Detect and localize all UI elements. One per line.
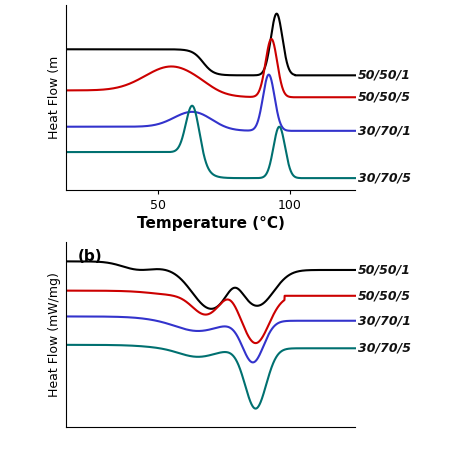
Text: 30/70/5: 30/70/5 bbox=[358, 342, 411, 355]
X-axis label: Temperature (°C): Temperature (°C) bbox=[137, 216, 285, 231]
Text: 50/50/1: 50/50/1 bbox=[358, 69, 411, 82]
Text: 50/50/5: 50/50/5 bbox=[358, 91, 411, 104]
Text: 30/70/1: 30/70/1 bbox=[358, 124, 411, 137]
Text: 50/50/5: 50/50/5 bbox=[358, 289, 411, 302]
Text: (b): (b) bbox=[78, 249, 102, 264]
Text: 30/70/5: 30/70/5 bbox=[358, 172, 411, 184]
Y-axis label: Heat Flow (mW/mg): Heat Flow (mW/mg) bbox=[48, 272, 61, 397]
Text: 30/70/1: 30/70/1 bbox=[358, 314, 411, 327]
Y-axis label: Heat Flow (m: Heat Flow (m bbox=[48, 55, 61, 139]
Text: 50/50/1: 50/50/1 bbox=[358, 264, 411, 276]
